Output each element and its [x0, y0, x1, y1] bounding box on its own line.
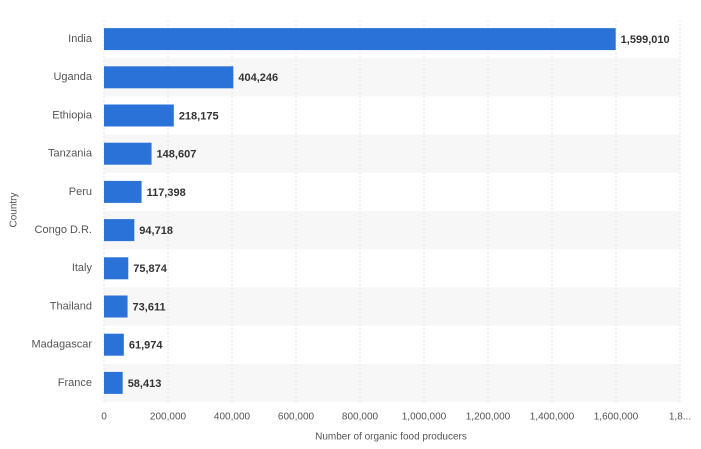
value-label: 94,718: [139, 225, 173, 237]
x-tick-label: 400,000: [214, 412, 251, 423]
bar: [104, 180, 142, 203]
x-axis-title: Number of organic food producers: [315, 432, 467, 443]
bar: [104, 295, 128, 318]
value-label: 404,246: [238, 72, 278, 84]
y-tick-label: Peru: [69, 186, 92, 198]
x-tick-label: 600,000: [278, 412, 315, 423]
bar: [104, 257, 129, 280]
x-tick-label: 1,200,000: [466, 412, 511, 423]
bar: [104, 371, 123, 394]
y-tick-label: Tanzania: [48, 148, 93, 160]
bar: [104, 66, 234, 89]
value-label: 1,599,010: [621, 34, 670, 46]
bar: [104, 219, 135, 242]
y-tick-label: Italy: [72, 262, 93, 274]
row-stripe: [104, 287, 680, 326]
value-label: 58,413: [128, 378, 162, 390]
value-label: 75,874: [133, 263, 168, 275]
y-axis-title: Country: [9, 192, 20, 227]
row-stripe: [104, 134, 680, 173]
value-label: 73,611: [133, 301, 166, 313]
value-label: 117,398: [147, 187, 186, 199]
x-tick-label: 1,000,000: [402, 412, 447, 423]
y-tick-label: Uganda: [53, 71, 92, 83]
x-tick-label: 0: [101, 412, 107, 423]
row-stripe: [104, 363, 680, 402]
x-tick-label: 1,8...: [669, 412, 691, 423]
bar: [104, 28, 616, 51]
y-tick-label: India: [68, 33, 93, 45]
bar: [104, 104, 174, 127]
x-tick-label: 800,000: [342, 412, 379, 423]
y-tick-label: Ethiopia: [52, 109, 93, 121]
x-tick-label: 200,000: [150, 412, 187, 423]
value-label: 148,607: [157, 149, 197, 161]
y-tick-label: France: [58, 377, 92, 389]
value-label: 61,974: [129, 340, 164, 352]
y-tick-label: Madagascar: [31, 339, 92, 351]
x-tick-label: 1,600,000: [594, 412, 639, 423]
row-stripe: [104, 211, 680, 250]
value-label: 218,175: [179, 110, 219, 122]
x-tick-label: 1,400,000: [530, 412, 575, 423]
y-tick-label: Thailand: [50, 300, 92, 312]
bar: [104, 142, 152, 165]
bar: [104, 333, 124, 356]
y-tick-label: Congo D.R.: [35, 224, 92, 236]
